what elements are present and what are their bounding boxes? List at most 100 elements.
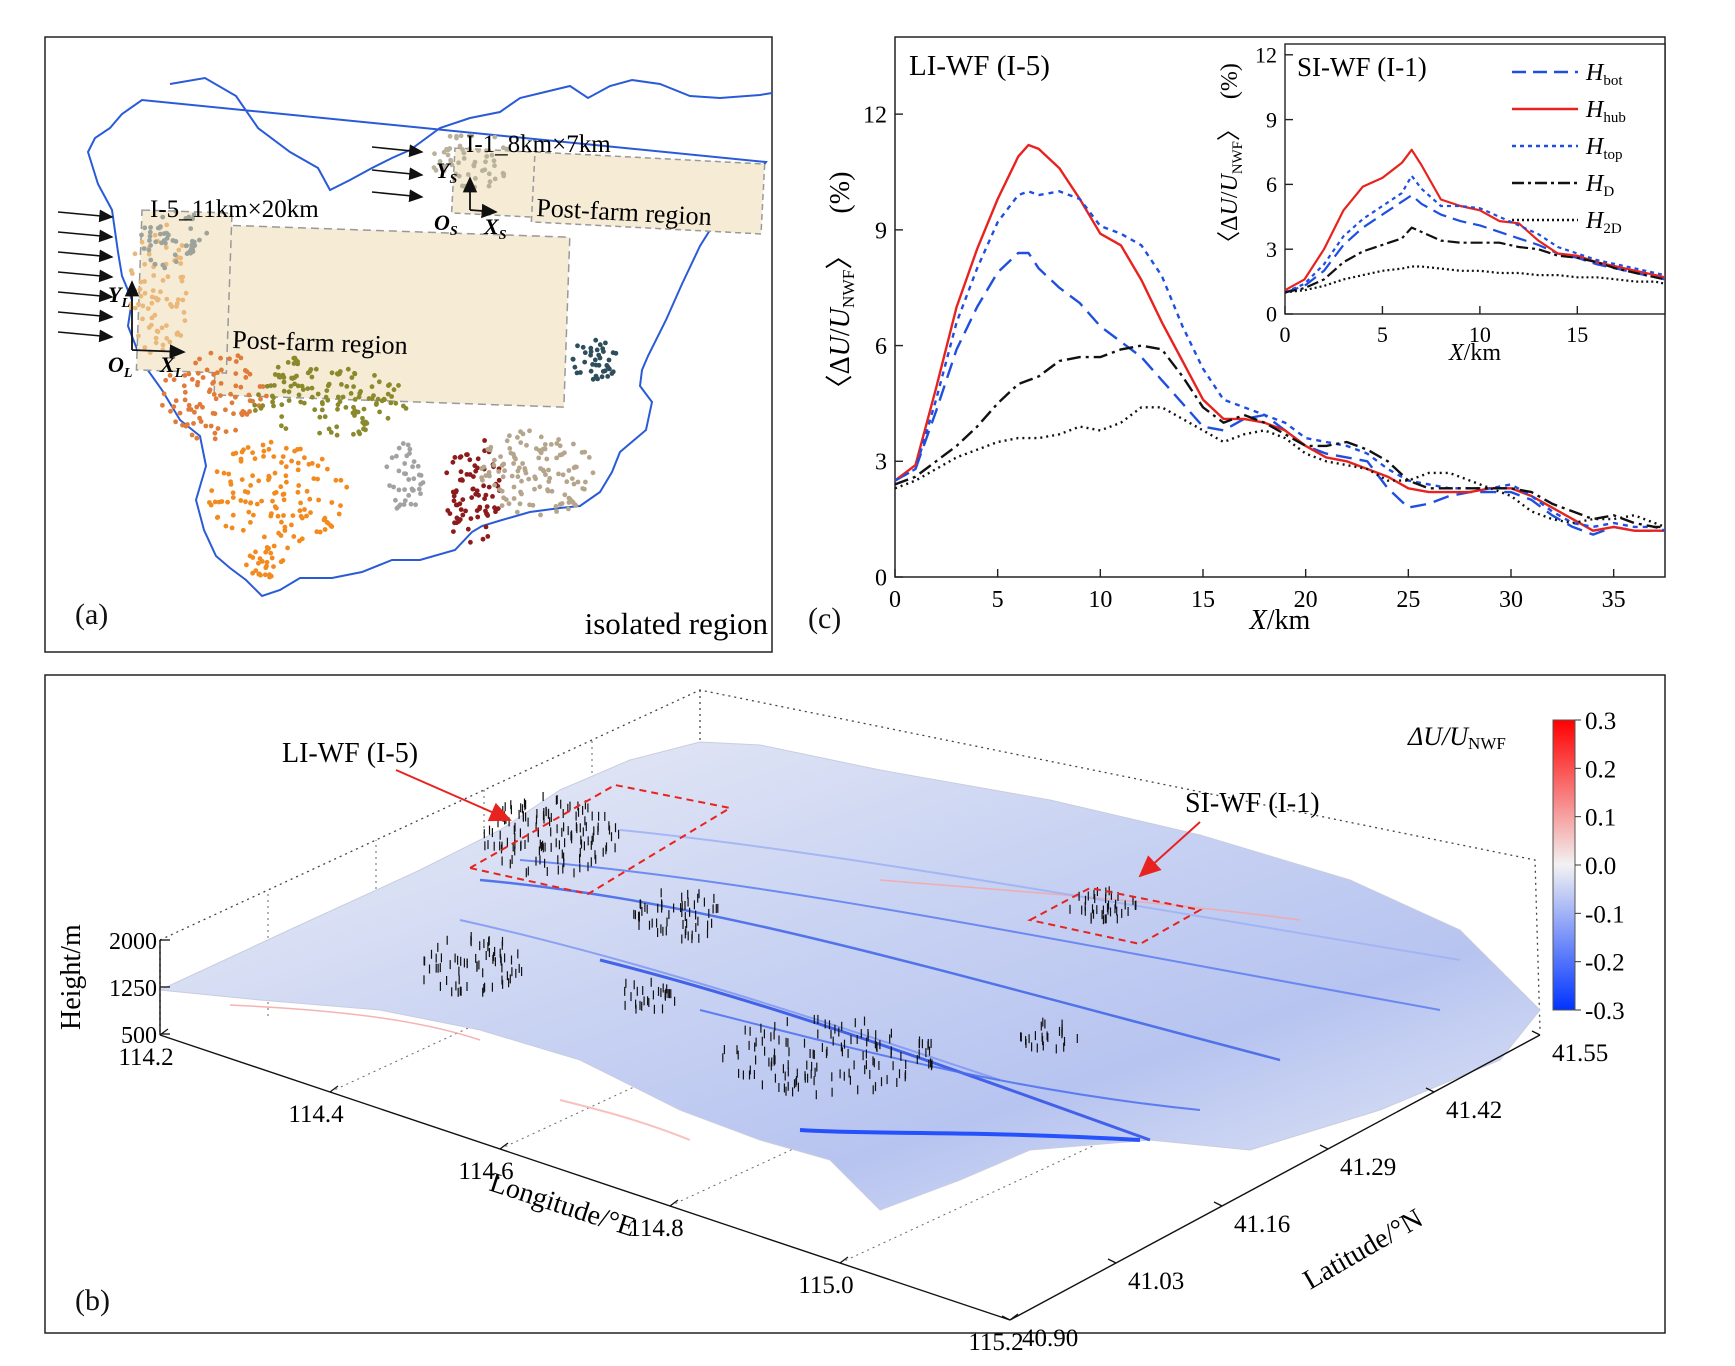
turbine-marker xyxy=(182,389,188,395)
turbine-marker xyxy=(308,510,313,515)
turbine-marker xyxy=(571,481,577,487)
turbine-marker xyxy=(557,452,563,458)
turbine-marker xyxy=(204,367,210,373)
turbine-marker xyxy=(208,423,214,429)
turbine-marker xyxy=(444,146,449,152)
turbine-marker xyxy=(233,394,238,400)
turbine-marker xyxy=(158,224,163,230)
legend-label-bot: Hbot xyxy=(1585,60,1623,89)
longitude-tick-label: 115.0 xyxy=(798,1272,853,1299)
turbine-marker xyxy=(524,442,529,448)
turbine-marker xyxy=(467,133,472,139)
turbine-marker xyxy=(271,564,276,569)
turbine-marker xyxy=(311,476,317,481)
turbine-marker xyxy=(322,414,328,420)
turbine-marker xyxy=(289,522,294,528)
turbine-marker xyxy=(415,463,421,469)
x-tick-label: 0 xyxy=(1280,322,1291,347)
turbine-marker xyxy=(606,357,612,363)
turbine-marker xyxy=(164,323,169,328)
turbine-marker xyxy=(329,524,335,529)
turbine-marker xyxy=(355,409,361,415)
panel-c-label: (c) xyxy=(808,602,841,635)
turbine-marker xyxy=(295,383,301,389)
turbine-marker xyxy=(182,318,188,323)
turbine-marker xyxy=(401,403,406,409)
turbine-marker xyxy=(431,165,437,171)
turbine-marker xyxy=(389,394,394,399)
turbine-marker xyxy=(593,337,599,343)
turbine-marker xyxy=(476,148,481,153)
turbine-marker xyxy=(336,511,342,517)
turbine-marker xyxy=(387,483,392,488)
turbine-marker xyxy=(142,261,148,267)
turbine-marker xyxy=(356,394,362,400)
turbine-marker xyxy=(458,469,464,475)
turbine-marker xyxy=(190,216,196,222)
turbine-marker xyxy=(445,152,451,158)
turbine-marker xyxy=(200,375,206,380)
turbine-marker xyxy=(291,534,297,539)
turbine-marker xyxy=(467,146,472,152)
turbine-marker xyxy=(486,171,492,177)
wake-streak xyxy=(459,919,1001,1081)
turbine-marker xyxy=(371,393,376,398)
turbine-marker xyxy=(233,383,239,389)
turbine-marker xyxy=(177,410,183,416)
turbine-marker xyxy=(542,442,548,447)
turbine-marker xyxy=(402,487,407,492)
turbine-marker xyxy=(571,441,576,447)
turbine-marker xyxy=(256,392,261,398)
series-line-D xyxy=(1284,226,1666,294)
turbine-marker xyxy=(458,507,464,512)
turbine-marker xyxy=(338,503,343,508)
turbine-marker xyxy=(292,375,297,380)
turbine-marker xyxy=(340,394,346,400)
wake-streak xyxy=(699,1009,1201,1111)
turbine-marker xyxy=(140,316,145,322)
turbine-marker xyxy=(393,497,398,503)
turbine-marker xyxy=(171,404,177,410)
series-line-top xyxy=(1284,174,1666,294)
turbine-marker xyxy=(223,407,228,413)
turbine-marker xyxy=(197,356,202,362)
turbine-marker xyxy=(560,472,566,478)
turbine-clusters xyxy=(128,133,619,580)
turbine-marker xyxy=(148,225,154,230)
longitude-tick xyxy=(669,1199,679,1207)
turbine-marker xyxy=(238,456,244,462)
y-tick-label: 0 xyxy=(1266,302,1277,327)
axis-s-y: YS xyxy=(436,158,457,187)
turbine-marker xyxy=(211,379,217,385)
turbine-marker xyxy=(281,388,287,394)
turbine-marker xyxy=(564,479,570,485)
turbine-marker xyxy=(132,288,138,294)
latitude-tick xyxy=(1425,1087,1435,1093)
turbine-marker xyxy=(463,508,468,514)
turbine-marker xyxy=(493,509,498,515)
turbine-marker xyxy=(271,543,277,549)
turbine-marker xyxy=(586,455,592,460)
turbine-marker xyxy=(516,465,522,471)
turbine-marker xyxy=(483,473,489,478)
turbine-marker xyxy=(248,483,254,488)
height-axis-label: Height/m xyxy=(56,924,87,1030)
turbine-marker xyxy=(264,559,270,565)
legend-label-D: HD xyxy=(1585,171,1614,200)
turbine-marker xyxy=(416,472,422,478)
turbine-marker xyxy=(174,301,180,306)
turbine-marker xyxy=(322,527,328,532)
turbine-marker xyxy=(388,400,394,406)
turbine-marker xyxy=(481,483,486,489)
turbine-marker xyxy=(515,474,521,480)
turbine-marker xyxy=(233,371,239,376)
wake-streak xyxy=(799,1128,1141,1142)
si-wf-box xyxy=(1027,886,1203,946)
turbine-marker xyxy=(182,397,188,403)
turbine-marker xyxy=(482,438,487,443)
turbine-marker xyxy=(218,381,224,386)
turbine-marker xyxy=(416,486,422,492)
turbine-marker xyxy=(456,519,462,524)
turbine-marker xyxy=(406,493,412,498)
turbine-marker xyxy=(214,515,220,520)
